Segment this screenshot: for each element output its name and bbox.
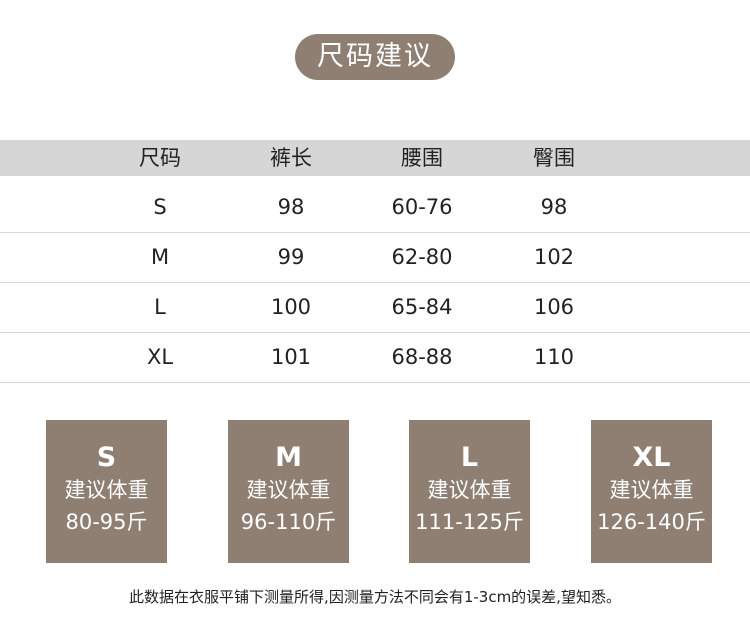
card-label: 建议体重 [609,478,694,502]
table-cell: L [154,295,166,319]
card-range: 126-140斤 [597,510,706,534]
table-header: 尺码 裤长 腰围 臀围 [0,140,750,176]
table-cell: 65-84 [391,295,453,319]
card-size: L [460,442,479,473]
table-cell: 102 [533,245,575,269]
table-cell: 106 [533,295,575,319]
card-label: 建议体重 [64,478,149,502]
table-cell: 98 [277,195,305,219]
card-range: 80-95斤 [65,510,148,534]
header-cell: 腰围 [401,146,443,170]
card-size: S [96,442,117,473]
table-row: XL 101 68-88 110 [0,332,750,383]
card-range: 96-110斤 [240,510,337,534]
weight-card-xl: XL 建议体重 126-140斤 [591,420,712,563]
header-cell: 臀围 [533,146,575,170]
table-cell: 60-76 [391,195,453,219]
table-cell: 110 [533,345,575,369]
card-size: XL [632,442,671,473]
table-cell: 68-88 [391,345,453,369]
table-row: S 98 60-76 98 [0,182,750,233]
table-cell: XL [146,345,174,369]
table-row: M 99 62-80 102 [0,232,750,283]
measurement-note: 此数据在衣服平铺下测量所得,因测量方法不同会有1-3cm的误差,望知悉。 [129,588,621,606]
header-cell: 裤长 [270,146,312,170]
weight-card-m: M 建议体重 96-110斤 [228,420,349,563]
card-range: 111-125斤 [415,510,524,534]
table-cell: 62-80 [391,245,453,269]
card-size: M [275,442,302,473]
weight-card-l: L 建议体重 111-125斤 [409,420,530,563]
header-cell: 尺码 [139,146,181,170]
card-label: 建议体重 [246,478,331,502]
weight-card-s: S 建议体重 80-95斤 [46,420,167,563]
page-title: 尺码建议 [295,34,455,80]
table-cell: M [150,245,170,269]
table-cell: 101 [270,345,312,369]
table-cell: S [153,195,167,219]
table-cell: 98 [540,195,568,219]
table-cell: 100 [270,295,312,319]
card-label: 建议体重 [427,478,512,502]
table-cell: 99 [277,245,305,269]
table-row: L 100 65-84 106 [0,282,750,333]
